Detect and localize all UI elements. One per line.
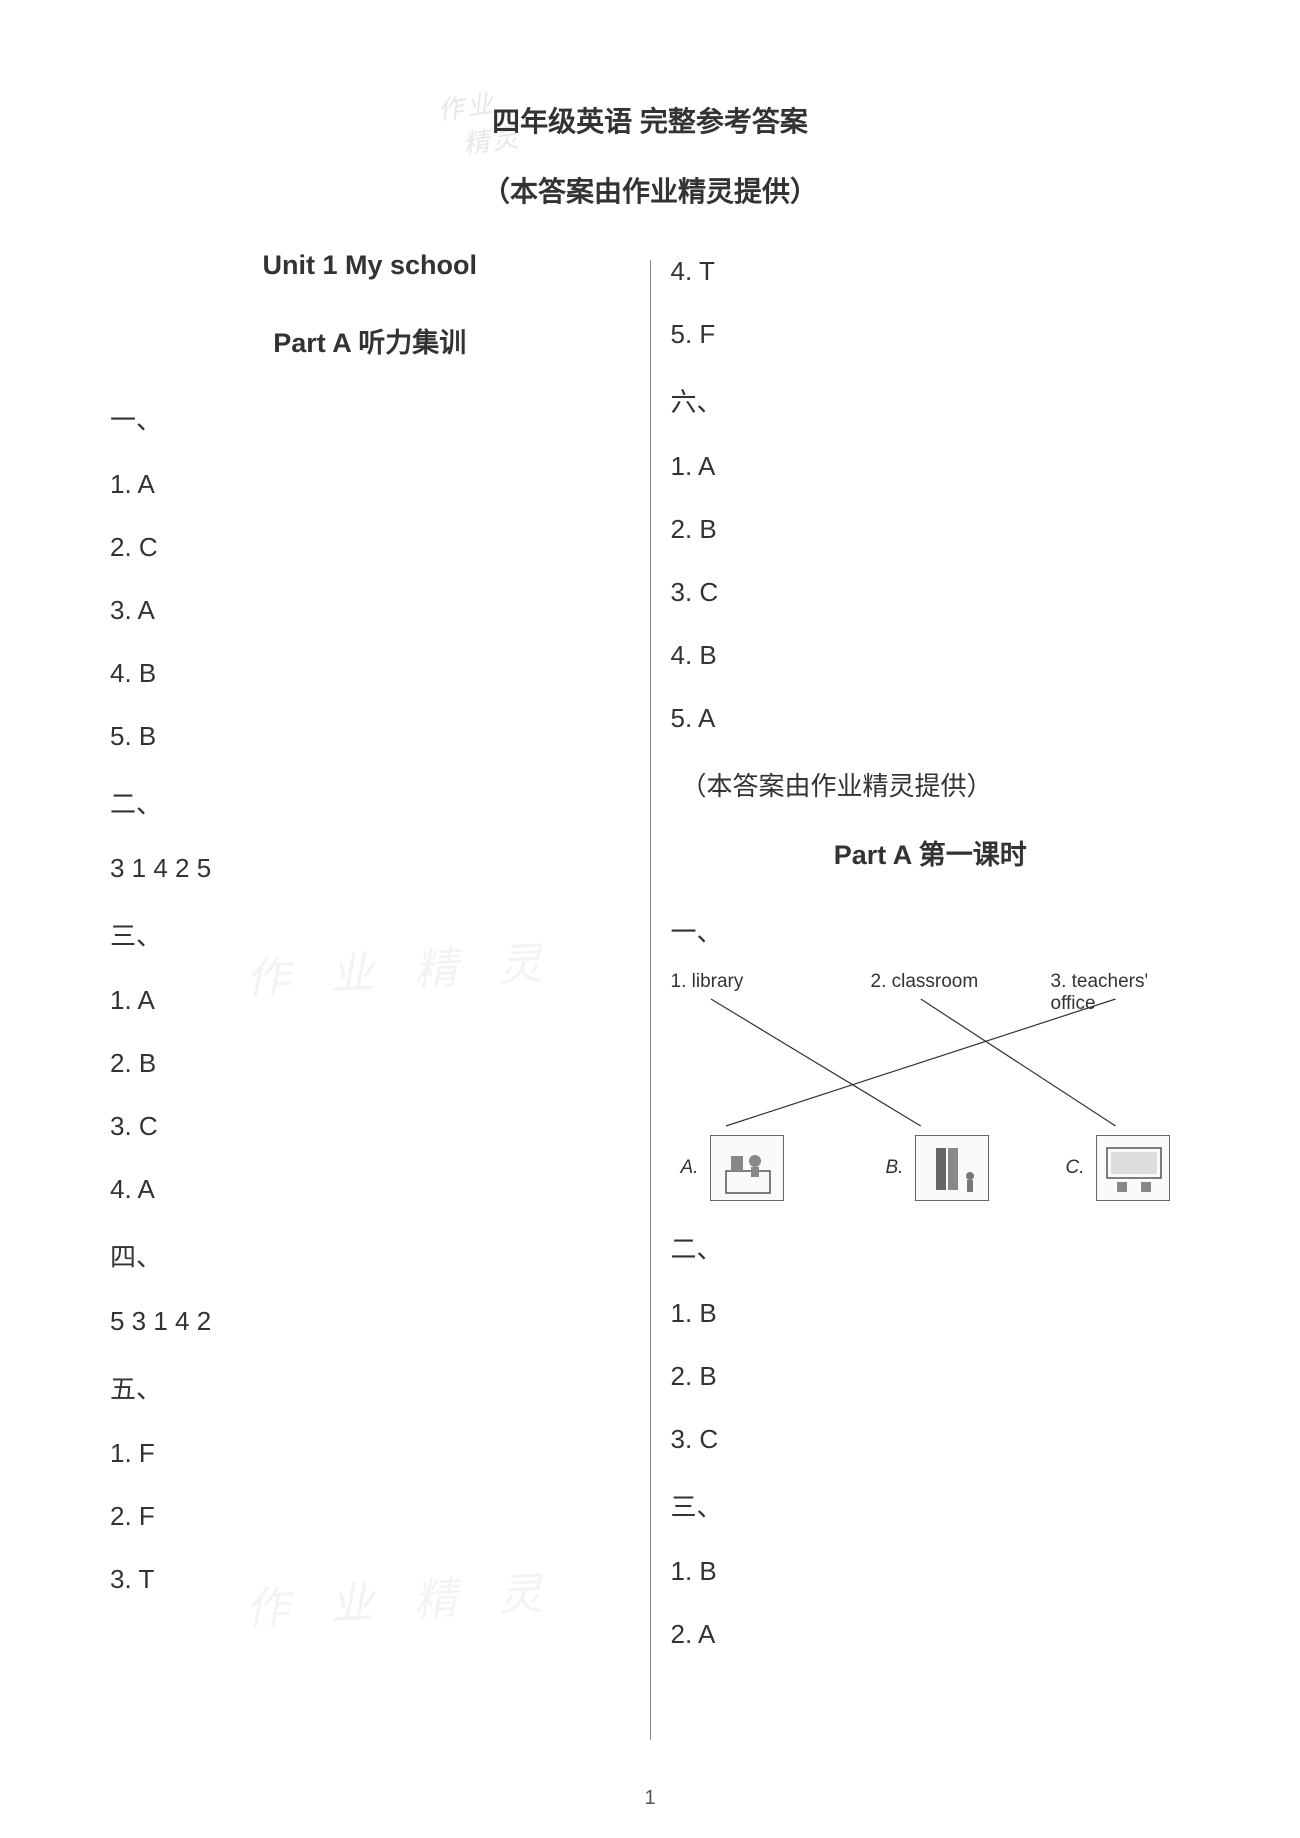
section-1-marker: 一、 [110, 400, 630, 437]
page-number: 1 [644, 1787, 655, 1810]
right-section-3-marker: 三、 [671, 1487, 1191, 1524]
section-5-marker: 五、 [110, 1369, 630, 1406]
answer-5-4: 4. T [671, 256, 1191, 287]
part-a-lesson1-title: Part A 第一课时 [671, 833, 1191, 872]
answer-1-3: 3. A [110, 595, 630, 626]
answer-1-4: 4. B [110, 658, 630, 689]
answer-1-2: 2. C [110, 532, 630, 563]
match-top-3: 3. teachers' office [1051, 971, 1191, 1015]
content-columns: Unit 1 My school Part A 听力集训 一、 1. A 2. … [110, 250, 1190, 1740]
provider-note: （本答案由作业精灵提供） [681, 766, 1191, 803]
matching-exercise: 1. library 2. classroom 3. teachers' off… [671, 971, 1191, 1201]
match-bottom-a: A. [681, 1135, 784, 1201]
section-4-marker: 四、 [110, 1237, 630, 1274]
match-bottom-c: C. [1066, 1135, 1170, 1201]
match-image-b-icon [915, 1135, 989, 1201]
right-column: 4. T 5. F 六、 1. A 2. B 3. C 4. B 5. A （本… [651, 250, 1191, 1740]
match-line-2 [920, 999, 1115, 1126]
answer-6-1: 1. A [671, 451, 1191, 482]
answer-4: 5 3 1 4 2 [110, 1306, 630, 1337]
answer-6-2: 2. B [671, 514, 1191, 545]
match-image-a-icon [710, 1135, 784, 1201]
match-label-a: A. [681, 1157, 699, 1178]
answer-3-3: 3. C [110, 1111, 630, 1142]
answer-5-5: 5. F [671, 319, 1191, 350]
match-image-c-icon [1096, 1135, 1170, 1201]
answer-1-1: 1. A [110, 469, 630, 500]
section-6-marker: 六、 [671, 382, 1191, 419]
match-label-b: B. [886, 1157, 904, 1178]
match-top-2: 2. classroom [871, 971, 979, 993]
section-2-marker: 二、 [110, 784, 630, 821]
answer-6-3: 3. C [671, 577, 1191, 608]
answer-1-5: 5. B [110, 721, 630, 752]
page-header: 四年级英语 完整参考答案 （本答案由作业精灵提供） [110, 100, 1190, 210]
right-answer-3-1: 1. B [671, 1556, 1191, 1587]
header-title: 四年级英语 完整参考答案 [110, 100, 1190, 140]
left-column: Unit 1 My school Part A 听力集训 一、 1. A 2. … [110, 250, 650, 1740]
answer-5-2: 2. F [110, 1501, 630, 1532]
match-top-1: 1. library [671, 971, 744, 993]
answer-3-1: 1. A [110, 985, 630, 1016]
answer-5-3: 3. T [110, 1564, 630, 1595]
answer-3-4: 4. A [110, 1174, 630, 1205]
part-a-listening-title: Part A 听力集训 [110, 321, 630, 360]
right-section-1-marker: 一、 [671, 912, 1191, 949]
answer-2: 3 1 4 2 5 [110, 853, 630, 884]
section-3-marker: 三、 [110, 916, 630, 953]
answer-6-5: 5. A [671, 703, 1191, 734]
match-bottom-b: B. [886, 1135, 989, 1201]
match-label-c: C. [1066, 1157, 1085, 1178]
right-answer-2-1: 1. B [671, 1298, 1191, 1329]
answer-6-4: 4. B [671, 640, 1191, 671]
answer-3-2: 2. B [110, 1048, 630, 1079]
match-line-1 [710, 999, 920, 1126]
right-answer-2-3: 3. C [671, 1424, 1191, 1455]
match-line-3 [725, 999, 1115, 1126]
right-answer-2-2: 2. B [671, 1361, 1191, 1392]
header-subtitle: （本答案由作业精灵提供） [110, 170, 1190, 210]
answer-5-1: 1. F [110, 1438, 630, 1469]
right-section-2-marker: 二、 [671, 1229, 1191, 1266]
unit-title: Unit 1 My school [110, 250, 630, 281]
right-answer-3-2: 2. A [671, 1619, 1191, 1650]
